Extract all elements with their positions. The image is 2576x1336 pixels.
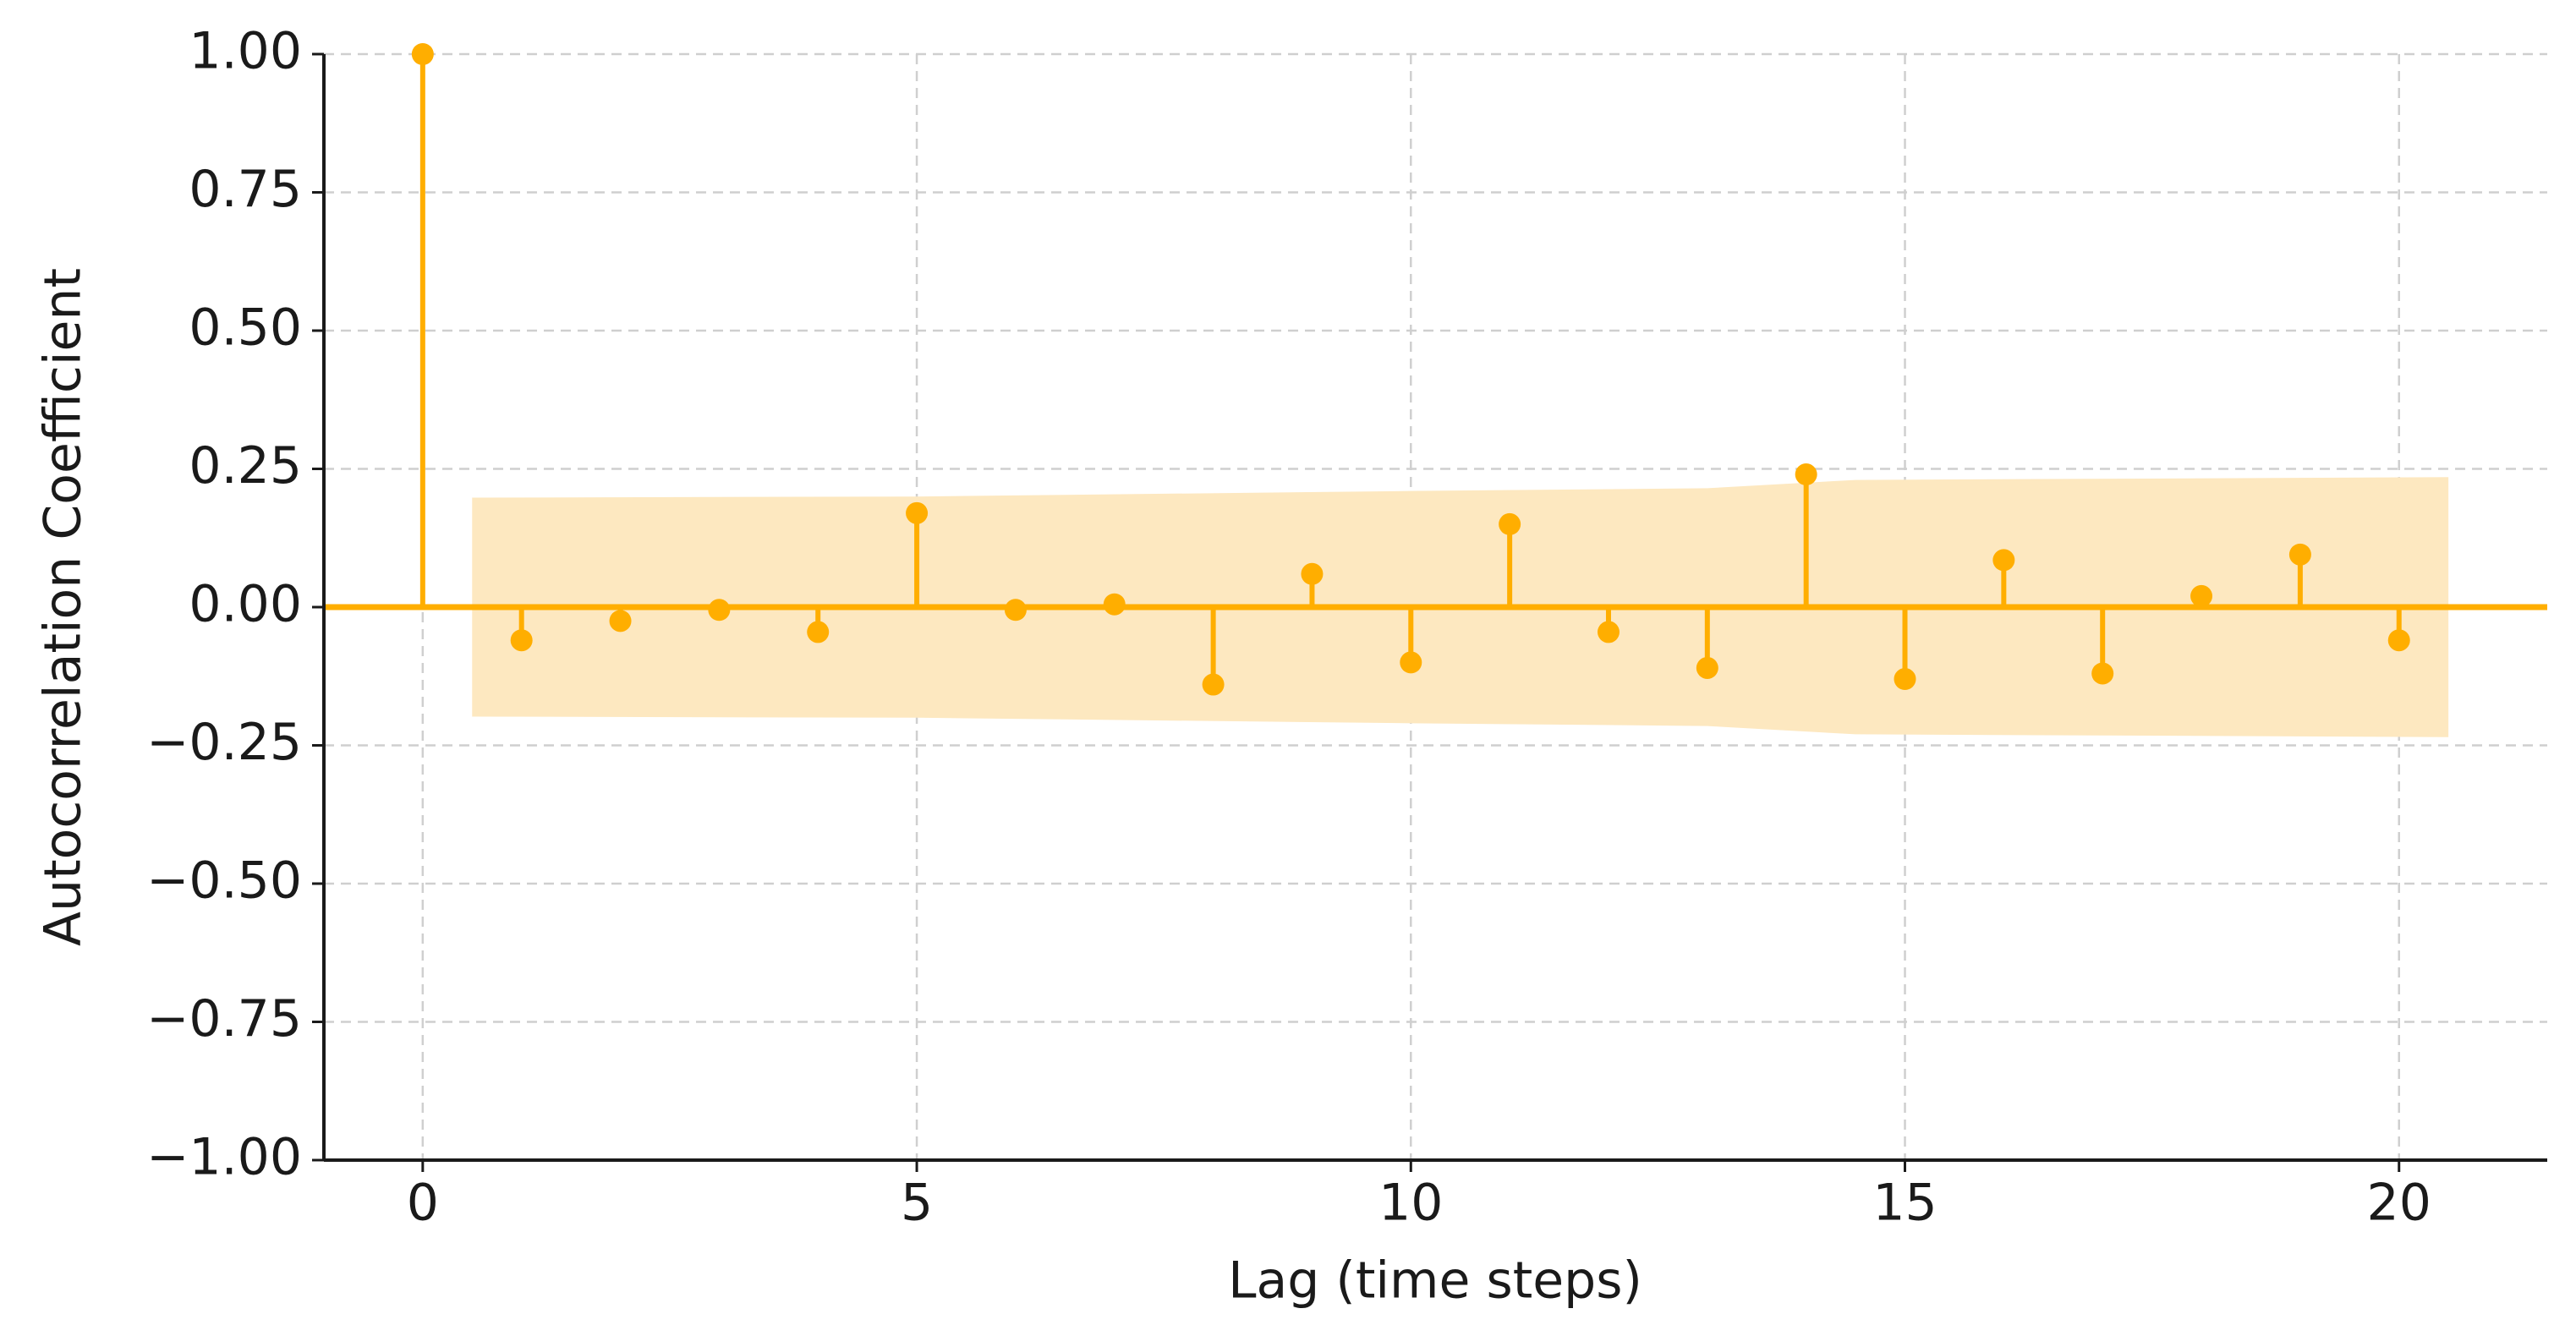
stem-marker [411,43,434,65]
y-tick-label: 0.00 [189,575,302,634]
y-axis-label: Autocorrelation Coefficient [34,268,93,946]
stem-marker [510,629,533,652]
stem-marker [1499,512,1521,535]
stem-marker [1301,562,1324,585]
stem-marker [609,610,632,632]
stem-marker [1894,668,1916,691]
x-tick-label: 10 [1378,1174,1443,1233]
stem-marker [1103,593,1126,616]
x-tick-label: 0 [407,1174,439,1233]
stem-marker [2190,584,2213,607]
stem-marker [807,621,830,643]
x-tick-label: 20 [2367,1174,2431,1233]
stem-marker [2288,543,2311,566]
y-tick-label: 0.25 [189,436,302,496]
stem-marker [2387,629,2410,652]
y-tick-label: −1.00 [146,1128,302,1187]
y-tick-label: 0.50 [189,298,302,358]
stem-marker [1795,463,1817,486]
y-tick-label: −0.50 [146,851,302,911]
y-tick-label: 1.00 [189,22,302,81]
stem-marker [1597,621,1620,643]
x-tick-label: 15 [1872,1174,1937,1233]
stem-marker [1992,549,2015,572]
x-tick-label: 5 [901,1174,933,1233]
y-tick-label: 0.75 [189,160,302,219]
stem-marker [1696,656,1718,679]
stem-marker [1004,599,1027,621]
x-axis-label: Lag (time steps) [1228,1251,1642,1311]
stem-marker [906,501,929,524]
y-tick-label: −0.25 [146,713,302,772]
stem-marker [1202,673,1225,696]
y-tick-label: −0.75 [146,989,302,1049]
stem-marker [2091,662,2114,685]
stem-marker [708,599,731,621]
stem-marker [1400,651,1422,674]
